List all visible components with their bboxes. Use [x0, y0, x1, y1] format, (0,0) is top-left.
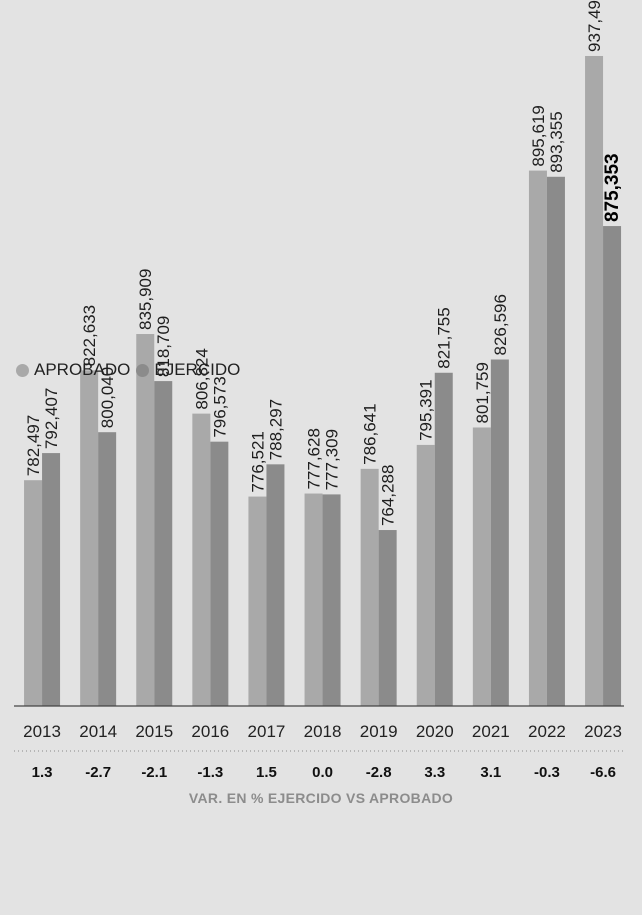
- variation-value-2020: 3.3: [424, 764, 445, 781]
- chart-legend: APROBADO EJERCIDO: [16, 360, 240, 380]
- value-label-ejercido-2014: 800,040: [98, 367, 117, 428]
- legend-swatch-ejercido: [136, 363, 150, 377]
- variation-value-2016: -1.3: [197, 764, 223, 781]
- value-label-ejercido-2013: 792,407: [42, 388, 61, 449]
- variation-value-2019: -2.8: [366, 764, 392, 781]
- bar-ejercido-2023: [603, 226, 622, 706]
- value-label-aprobado-2020: 795,391: [417, 379, 436, 440]
- value-label-aprobado-2019: 786,641: [361, 403, 380, 464]
- bar-ejercido-2014: [98, 432, 117, 706]
- bar-aprobado-2021: [472, 427, 491, 706]
- value-label-ejercido-2015: 818,709: [154, 316, 173, 377]
- bar-aprobado-2020: [416, 444, 435, 706]
- variation-value-2013: 1.3: [32, 764, 53, 781]
- x-tick-label-2022: 2022: [528, 722, 566, 741]
- variation-value-2015: -2.1: [141, 764, 167, 781]
- value-label-ejercido-2021: 826,596: [491, 294, 510, 355]
- x-tick-label-2014: 2014: [79, 722, 117, 741]
- legend-label-aprobado: APROBADO: [34, 360, 131, 379]
- bar-ejercido-2016: [210, 441, 229, 706]
- value-label-aprobado-2021: 801,759: [473, 362, 492, 423]
- legend-item-aprobado: APROBADO: [16, 360, 130, 380]
- bar-aprobado-2016: [192, 413, 211, 706]
- value-label-ejercido-2018: 777,309: [323, 429, 342, 490]
- value-label-aprobado-2014: 822,633: [80, 305, 99, 366]
- bar-aprobado-2019: [360, 468, 379, 706]
- variation-value-2023: -6.6: [590, 764, 616, 781]
- value-label-ejercido-2019: 764,288: [379, 465, 398, 526]
- variation-value-2022: -0.3: [534, 764, 560, 781]
- variation-value-2014: -2.7: [85, 764, 111, 781]
- value-label-aprobado-2015: 835,909: [136, 269, 155, 330]
- variation-caption: VAR. EN % EJERCIDO VS APROBADO: [188, 790, 454, 806]
- value-label-aprobado-2013: 782,497: [24, 415, 43, 476]
- value-label-ejercido-2017: 788,297: [266, 399, 285, 460]
- value-label-aprobado-2017: 776,521: [248, 431, 267, 492]
- value-label-ejercido-2016: 796,573: [210, 376, 229, 437]
- bar-ejercido-2015: [154, 381, 173, 706]
- legend-swatch-aprobado: [16, 363, 29, 377]
- x-tick-label-2017: 2017: [248, 722, 286, 741]
- value-label-aprobado-2016: 806,824: [192, 348, 211, 409]
- value-label-ejercido-2020: 821,755: [435, 307, 454, 368]
- value-label-aprobado-2023: 937,492: [585, 0, 604, 52]
- value-label-ejercido-2022: 893,355: [547, 111, 566, 172]
- bar-aprobado-2013: [24, 480, 43, 706]
- bar-aprobado-2023: [585, 55, 604, 707]
- x-tick-label-2013: 2013: [23, 722, 61, 741]
- x-tick-label-2015: 2015: [135, 722, 173, 741]
- variation-value-2021: 3.1: [480, 764, 501, 781]
- bar-ejercido-2022: [546, 176, 565, 707]
- x-tick-label-2020: 2020: [416, 722, 454, 741]
- legend-label-ejercido: EJERCIDO: [154, 360, 241, 379]
- bar-aprobado-2017: [248, 496, 267, 706]
- legend-item-ejercido: EJERCIDO: [136, 360, 240, 380]
- bar-ejercido-2018: [322, 494, 341, 706]
- bar-aprobado-2018: [304, 493, 323, 706]
- x-tick-label-2019: 2019: [360, 722, 398, 741]
- value-label-ejercido-2023: 875,353: [602, 153, 623, 222]
- bar-ejercido-2017: [266, 464, 285, 706]
- x-tick-label-2021: 2021: [472, 722, 510, 741]
- x-tick-label-2016: 2016: [191, 722, 229, 741]
- value-label-aprobado-2018: 777,628: [305, 428, 324, 489]
- variation-value-2017: 1.5: [256, 764, 277, 781]
- value-label-aprobado-2022: 895,619: [529, 105, 548, 166]
- x-tick-label-2018: 2018: [304, 722, 342, 741]
- bar-ejercido-2021: [490, 359, 509, 706]
- bar-ejercido-2013: [42, 453, 61, 706]
- bar-aprobado-2022: [528, 170, 547, 706]
- bar-ejercido-2019: [378, 530, 397, 706]
- variation-value-2018: 0.0: [312, 764, 333, 781]
- bar-aprobado-2014: [80, 370, 99, 706]
- x-tick-label-2023: 2023: [584, 722, 622, 741]
- bar-aprobado-2015: [136, 334, 155, 706]
- bar-ejercido-2020: [434, 372, 453, 706]
